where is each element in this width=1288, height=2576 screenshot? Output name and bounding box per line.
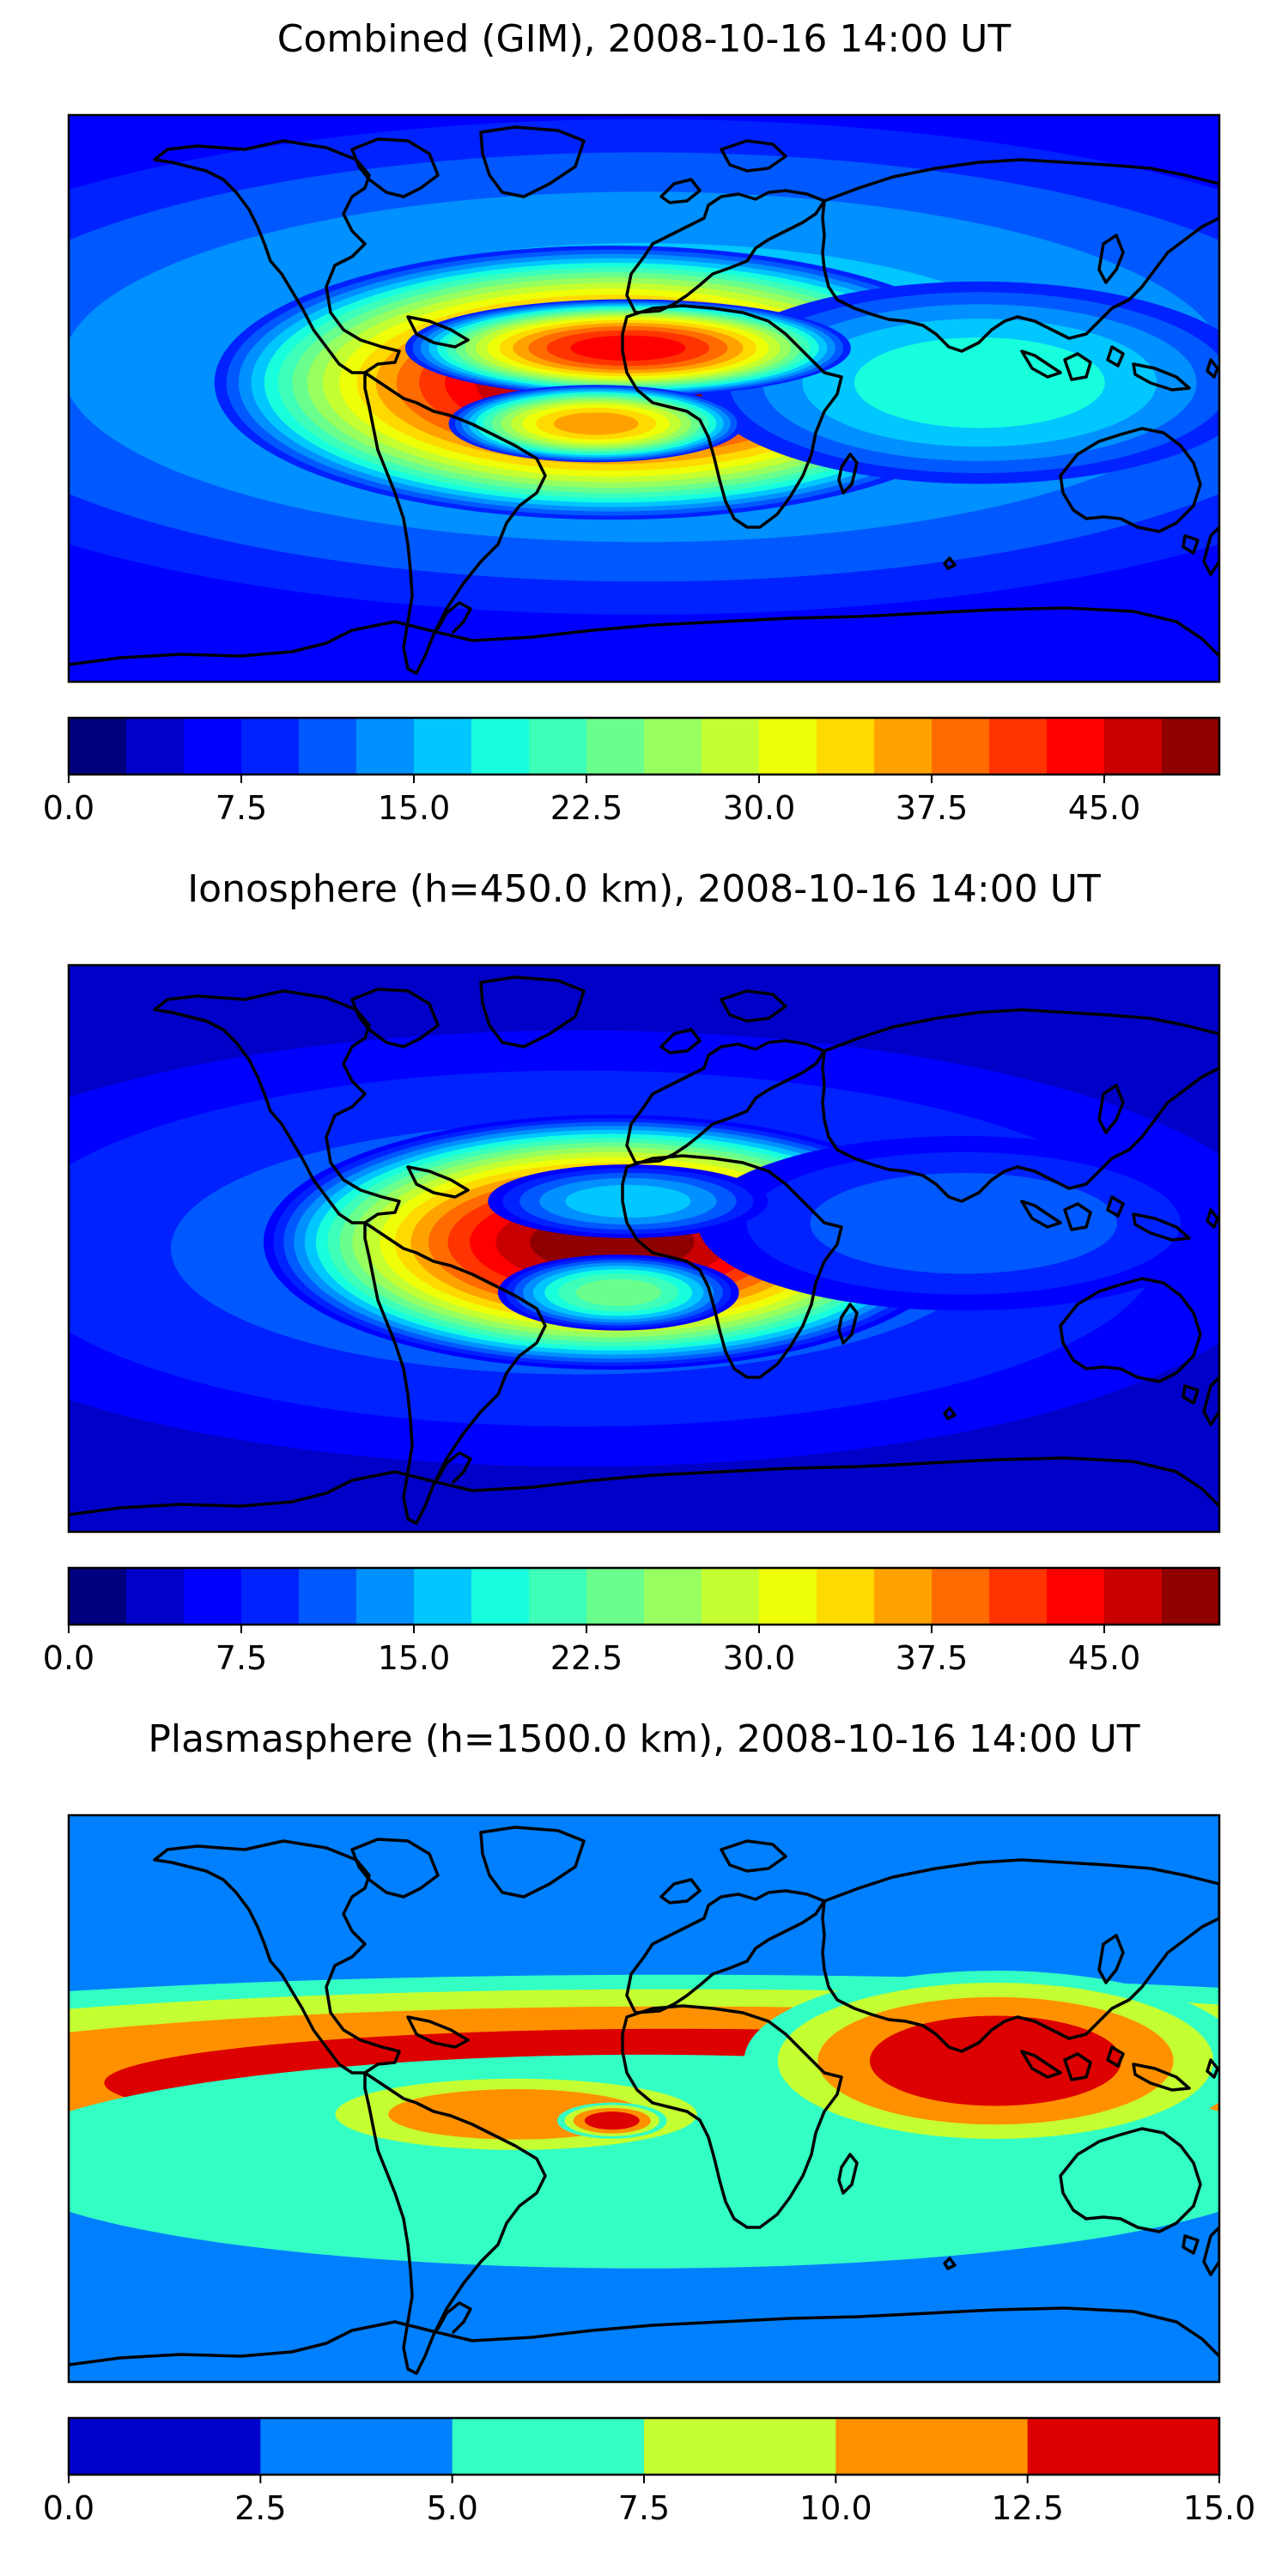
colorbar-swatch — [702, 718, 760, 775]
colorbar-swatch — [356, 1568, 415, 1625]
colorbar-swatch — [1047, 718, 1105, 775]
panel-plasmasphere: Plasmasphere (h=1500.0 km), 2008-10-16 1… — [43, 1717, 1256, 2527]
colorbar-tick-label: 15.0 — [378, 1639, 451, 1677]
colorbar-swatch — [586, 1568, 645, 1625]
map-frame — [67, 1814, 1221, 2384]
colorbar-swatch — [874, 1568, 933, 1625]
contour-band — [584, 2111, 640, 2130]
contour-band — [869, 2015, 1121, 2106]
colorbar-swatch — [932, 1568, 990, 1625]
colorbar: 0.0 2.5 5.0 7.5 10.0 12.5 15.0 — [43, 2416, 1256, 2527]
colorbar-swatch — [414, 718, 472, 775]
colorbar-swatch — [759, 1568, 817, 1625]
colorbar-swatch — [644, 1568, 702, 1625]
colorbar-swatch — [241, 718, 300, 775]
map-plot — [67, 113, 1221, 683]
colorbar-swatch — [1162, 718, 1220, 775]
colorbar-swatch — [874, 718, 933, 775]
colorbar-swatch — [1047, 1568, 1105, 1625]
colorbar-tick-label: 10.0 — [799, 2489, 872, 2527]
colorbar-swatch — [529, 1568, 587, 1625]
colorbar-tick-label: 2.5 — [234, 2489, 286, 2527]
colorbar-swatch — [241, 1568, 300, 1625]
colorbar-swatch — [126, 718, 185, 775]
colorbar-tick-label: 12.5 — [991, 2489, 1064, 2527]
map-frame — [67, 113, 1221, 683]
panel-title: Plasmasphere (h=1500.0 km), 2008-10-16 1… — [148, 1717, 1139, 1761]
colorbar-swatch — [184, 1568, 242, 1625]
colorbar-tick-label: 30.0 — [723, 1639, 796, 1677]
colorbar-swatch — [644, 718, 702, 775]
colorbar-swatch — [817, 1568, 875, 1625]
colorbar-frame — [67, 716, 1221, 776]
colorbar-tick-label: 22.5 — [550, 1639, 623, 1677]
colorbar-swatch — [759, 718, 817, 775]
colorbar-tick-label: 15.0 — [1183, 2489, 1256, 2527]
colorbar-tick-label: 30.0 — [723, 789, 796, 827]
colorbar-tick-label: 0.0 — [43, 789, 94, 827]
colorbar-swatch — [644, 2418, 836, 2475]
colorbar-swatch — [260, 2418, 453, 2475]
colorbar-tick-label: 7.5 — [216, 789, 267, 827]
colorbar-tick-label: 45.0 — [1068, 1639, 1141, 1677]
colorbar-swatch — [835, 2418, 1029, 2475]
map-plot — [67, 1814, 1221, 2384]
colorbar-swatch — [69, 718, 127, 775]
colorbar-tick-label: 5.0 — [426, 2489, 477, 2527]
colorbar-frame — [67, 1566, 1221, 1626]
contour-band — [854, 337, 1105, 428]
heatmap-contours — [69, 1815, 1219, 2382]
heatmap-contours — [69, 965, 1219, 1532]
colorbar-swatch — [529, 718, 587, 775]
contour-band — [553, 412, 639, 435]
contour-band — [565, 1184, 691, 1218]
panel-title: Ionosphere (h=450.0 km), 2008-10-16 14:0… — [187, 867, 1101, 911]
colorbar-swatch — [471, 1568, 530, 1625]
colorbar-swatch — [299, 718, 357, 775]
panel-ionosphere: Ionosphere (h=450.0 km), 2008-10-16 14:0… — [43, 867, 1221, 1677]
colorbar-tick-label: 7.5 — [216, 1639, 267, 1677]
colorbar-swatch — [69, 1568, 127, 1625]
contour-band — [570, 335, 686, 361]
colorbar-tick-label: 22.5 — [550, 789, 623, 827]
colorbar-swatch — [69, 2418, 261, 2475]
colorbar-swatch — [299, 1568, 357, 1625]
colorbar-swatch — [1162, 1568, 1220, 1625]
colorbar-swatch — [817, 718, 875, 775]
colorbar-swatch — [356, 718, 415, 775]
colorbar-swatch — [989, 718, 1048, 775]
colorbar-swatch — [471, 718, 530, 775]
colorbar-tick-label: 37.5 — [896, 789, 969, 827]
colorbar-swatch — [126, 1568, 185, 1625]
contour-band — [575, 1279, 661, 1306]
colorbar-tick-label: 0.0 — [43, 1639, 94, 1677]
colorbar-swatch — [932, 718, 990, 775]
colorbar-swatch — [414, 1568, 472, 1625]
colorbar-tick-label: 7.5 — [618, 2489, 670, 2527]
colorbar-swatch — [1027, 2418, 1220, 2475]
colorbar-swatch — [184, 718, 242, 775]
heatmap-contours — [69, 115, 1219, 682]
colorbar-swatch — [586, 718, 645, 775]
panel-title: Combined (GIM), 2008-10-16 14:00 UT — [277, 17, 1012, 61]
colorbar: 0.0 7.5 15.0 22.5 30.0 37.5 45.0 — [43, 716, 1221, 827]
panel-combined-gim: Combined (GIM), 2008-10-16 14:00 UT 0.0 7… — [43, 17, 1221, 827]
colorbar-swatch — [452, 2418, 645, 2475]
colorbar-swatch — [1104, 718, 1163, 775]
colorbar-tick-label: 37.5 — [896, 1639, 969, 1677]
colorbar-tick-label: 0.0 — [43, 2489, 94, 2527]
map-plot — [67, 963, 1221, 1534]
colorbar: 0.0 7.5 15.0 22.5 30.0 37.5 45.0 — [43, 1566, 1221, 1677]
colorbar-tick-label: 15.0 — [378, 789, 451, 827]
colorbar-tick-label: 45.0 — [1068, 789, 1141, 827]
colorbar-swatch — [1104, 1568, 1163, 1625]
map-frame — [67, 963, 1221, 1534]
colorbar-swatch — [702, 1568, 760, 1625]
colorbar-swatch — [989, 1568, 1048, 1625]
contour-band — [810, 1173, 1117, 1274]
